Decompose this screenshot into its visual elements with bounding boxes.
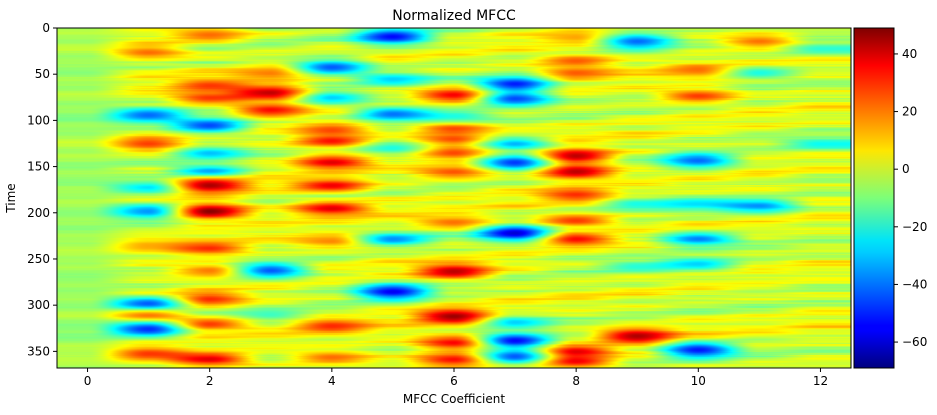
colorbar-tick-label: −60	[902, 335, 927, 349]
x-tick-label: 8	[572, 374, 580, 388]
x-tick-label: 4	[328, 374, 336, 388]
colorbar: 40 20 0 −20 −40 −60	[853, 27, 927, 369]
colorbar-gradient	[853, 27, 895, 369]
y-tick-label: 150	[27, 160, 50, 174]
y-tick-label: 0	[42, 21, 50, 35]
colorbar-ticks: 40 20 0 −20 −40 −60	[894, 47, 927, 349]
heatmap-image	[57, 28, 851, 368]
y-axis: 0 50 100 150 200 250 300 350	[27, 21, 57, 358]
x-axis-label: MFCC Coefficient	[403, 392, 505, 406]
x-tick-label: 12	[813, 374, 828, 388]
y-tick-label: 100	[27, 113, 50, 127]
y-axis-label: Time	[4, 183, 18, 213]
colorbar-tick-label: 20	[902, 105, 917, 119]
x-tick-label: 10	[691, 374, 706, 388]
colorbar-tick-label: 40	[902, 47, 917, 61]
x-tick-label: 2	[206, 374, 214, 388]
y-tick-label: 350	[27, 344, 50, 358]
chart-title: Normalized MFCC	[392, 8, 516, 24]
heatmap-plot-area	[56, 27, 852, 369]
x-tick-label: 0	[84, 374, 92, 388]
colorbar-tick-label: −40	[902, 277, 927, 291]
x-tick-label: 6	[450, 374, 458, 388]
colorbar-tick-label: −20	[902, 220, 927, 234]
colorbar-tick-label: 0	[902, 162, 910, 176]
y-tick-label: 50	[35, 67, 50, 81]
y-tick-label: 250	[27, 252, 50, 266]
y-tick-label: 300	[27, 298, 50, 312]
y-tick-label: 200	[27, 206, 50, 220]
x-axis: 0 2 4 6 8 10 12	[84, 368, 828, 388]
